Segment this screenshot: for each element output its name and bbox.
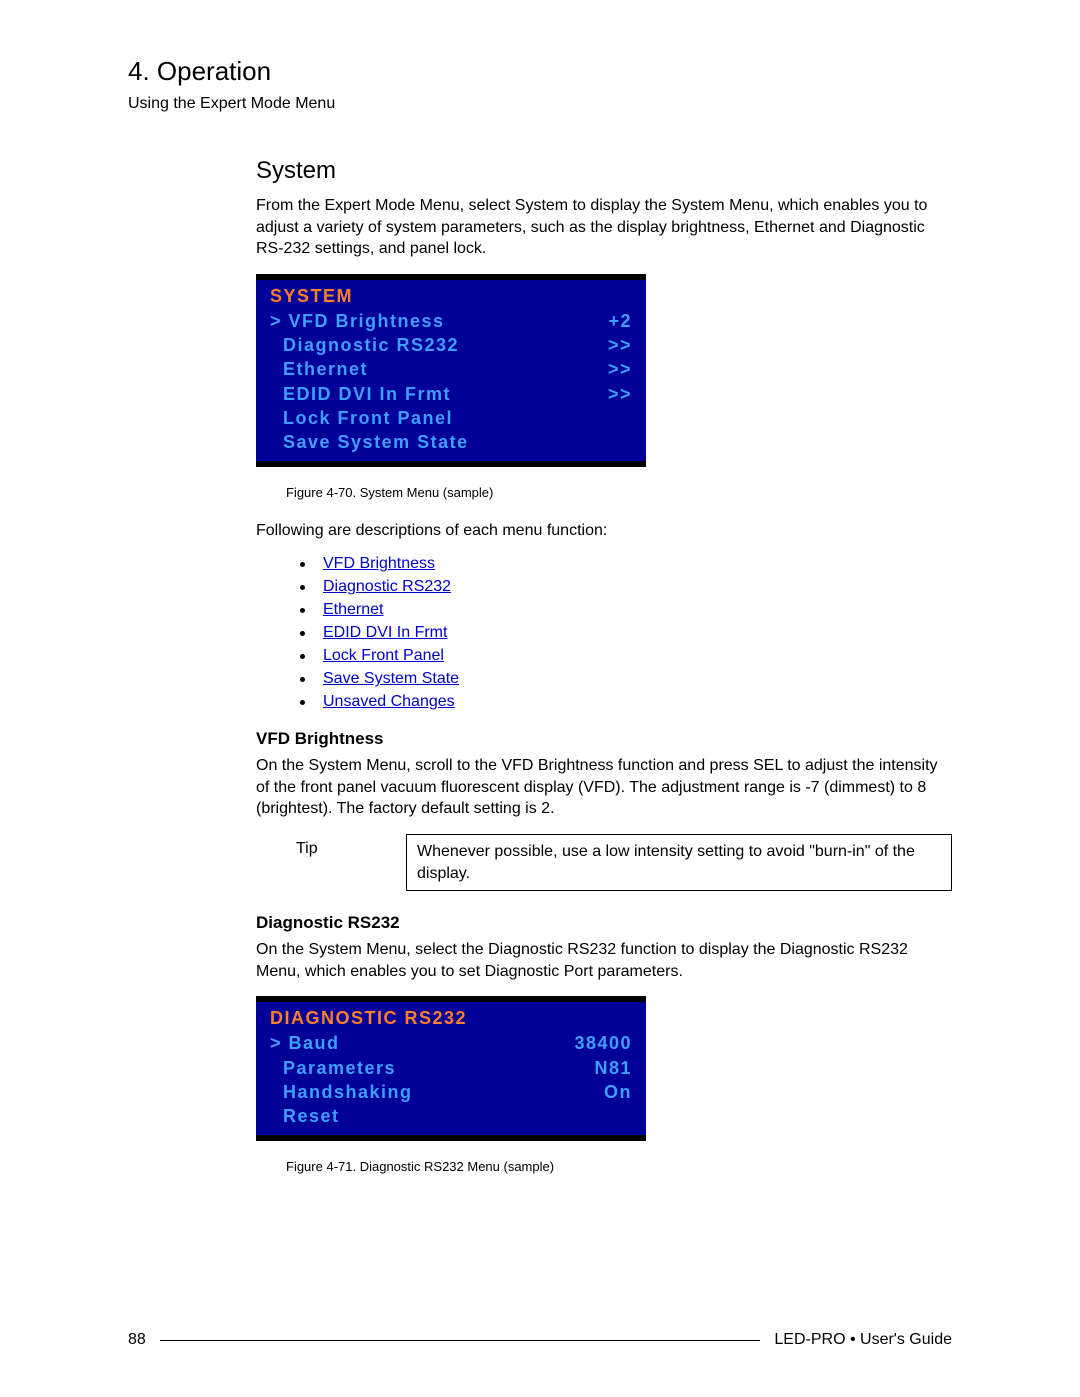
- list-item: VFD Brightness: [300, 555, 952, 573]
- guide-title: LED-PRO • User's Guide: [774, 1331, 952, 1349]
- bullet-icon: [300, 631, 305, 636]
- link-ethernet[interactable]: Ethernet: [323, 601, 383, 619]
- system-menu-caption: Figure 4-70. System Menu (sample): [286, 485, 952, 500]
- link-unsaved-changes[interactable]: Unsaved Changes: [323, 693, 455, 711]
- link-lock-front-panel[interactable]: Lock Front Panel: [323, 647, 444, 665]
- system-menu-inner: SYSTEM > VFD Brightness +2 Diagnostic RS2…: [256, 280, 646, 461]
- vfd-brightness-heading: VFD Brightness: [256, 729, 952, 749]
- bullet-icon: [300, 700, 305, 705]
- menu-row-right: On: [604, 1080, 632, 1104]
- link-edid-dvi[interactable]: EDID DVI In Frmt: [323, 624, 447, 642]
- bullet-icon: [300, 654, 305, 659]
- menu-row-right: 38400: [574, 1031, 632, 1055]
- bullet-icon: [300, 562, 305, 567]
- menu-row: Diagnostic RS232 >>: [270, 333, 632, 357]
- footer-rule: [160, 1340, 761, 1341]
- menu-row-right: >>: [608, 357, 632, 381]
- diag-menu-title: DIAGNOSTIC RS232: [270, 1008, 632, 1029]
- bullet-icon: [300, 677, 305, 682]
- menu-row-left: Handshaking: [270, 1080, 413, 1104]
- diag-menu-caption: Figure 4-71. Diagnostic RS232 Menu (samp…: [286, 1159, 952, 1174]
- menu-row-right: N81: [594, 1056, 632, 1080]
- menu-row: Parameters N81: [270, 1056, 632, 1080]
- link-list: VFD Brightness Diagnostic RS232 Ethernet…: [300, 555, 952, 711]
- link-save-system-state[interactable]: Save System State: [323, 670, 459, 688]
- menu-row-left: Diagnostic RS232: [270, 333, 459, 357]
- menu-row-left: > Baud: [270, 1031, 340, 1055]
- menu-row: Save System State: [270, 430, 632, 454]
- menu-row: EDID DVI In Frmt >>: [270, 382, 632, 406]
- system-heading: System: [256, 157, 952, 185]
- list-item: Lock Front Panel: [300, 647, 952, 665]
- link-diagnostic-rs232[interactable]: Diagnostic RS232: [323, 578, 451, 596]
- diag-menu-screen: DIAGNOSTIC RS232 > Baud 38400 Parameters N…: [256, 996, 646, 1140]
- menu-row-right: >>: [608, 333, 632, 357]
- link-vfd-brightness[interactable]: VFD Brightness: [323, 555, 435, 573]
- menu-row: Lock Front Panel: [270, 406, 632, 430]
- page-footer: 88 LED-PRO • User's Guide: [128, 1331, 952, 1349]
- list-item: Unsaved Changes: [300, 693, 952, 711]
- menu-row: Ethernet >>: [270, 357, 632, 381]
- tip-row: Tip Whenever possible, use a low intensi…: [256, 834, 952, 891]
- bullet-icon: [300, 608, 305, 613]
- section-subheading: Using the Expert Mode Menu: [128, 95, 952, 113]
- menu-row-left: Parameters: [270, 1056, 396, 1080]
- menu-row-left: Reset: [270, 1104, 340, 1128]
- list-item: Ethernet: [300, 601, 952, 619]
- bullet-icon: [300, 585, 305, 590]
- menu-row: Reset: [270, 1104, 632, 1128]
- main-content: System From the Expert Mode Menu, select…: [256, 157, 952, 1174]
- list-item: EDID DVI In Frmt: [300, 624, 952, 642]
- menu-row-right: +2: [608, 309, 632, 333]
- diagnostic-rs232-heading: Diagnostic RS232: [256, 913, 952, 933]
- system-intro-paragraph: From the Expert Mode Menu, select System…: [256, 195, 952, 260]
- menu-row-left: Save System State: [270, 430, 469, 454]
- menu-row: > VFD Brightness +2: [270, 309, 632, 333]
- diagnostic-rs232-paragraph: On the System Menu, select the Diagnosti…: [256, 939, 952, 982]
- system-menu-screen: SYSTEM > VFD Brightness +2 Diagnostic RS2…: [256, 274, 646, 467]
- list-item: Diagnostic RS232: [300, 578, 952, 596]
- system-menu-title: SYSTEM: [270, 286, 632, 307]
- menu-row: > Baud 38400: [270, 1031, 632, 1055]
- list-item: Save System State: [300, 670, 952, 688]
- tip-label: Tip: [256, 834, 406, 891]
- page-number: 88: [128, 1331, 146, 1349]
- diag-menu-inner: DIAGNOSTIC RS232 > Baud 38400 Parameters N…: [256, 1002, 646, 1134]
- menu-row-right: >>: [608, 382, 632, 406]
- chapter-heading: 4. Operation: [128, 56, 952, 87]
- menu-row-left: Ethernet: [270, 357, 368, 381]
- follow-line: Following are descriptions of each menu …: [256, 520, 952, 542]
- vfd-brightness-paragraph: On the System Menu, scroll to the VFD Br…: [256, 755, 952, 820]
- menu-row-left: EDID DVI In Frmt: [270, 382, 451, 406]
- menu-row-left: Lock Front Panel: [270, 406, 453, 430]
- menu-row-left: > VFD Brightness: [270, 309, 445, 333]
- menu-row: Handshaking On: [270, 1080, 632, 1104]
- tip-box: Whenever possible, use a low intensity s…: [406, 834, 952, 891]
